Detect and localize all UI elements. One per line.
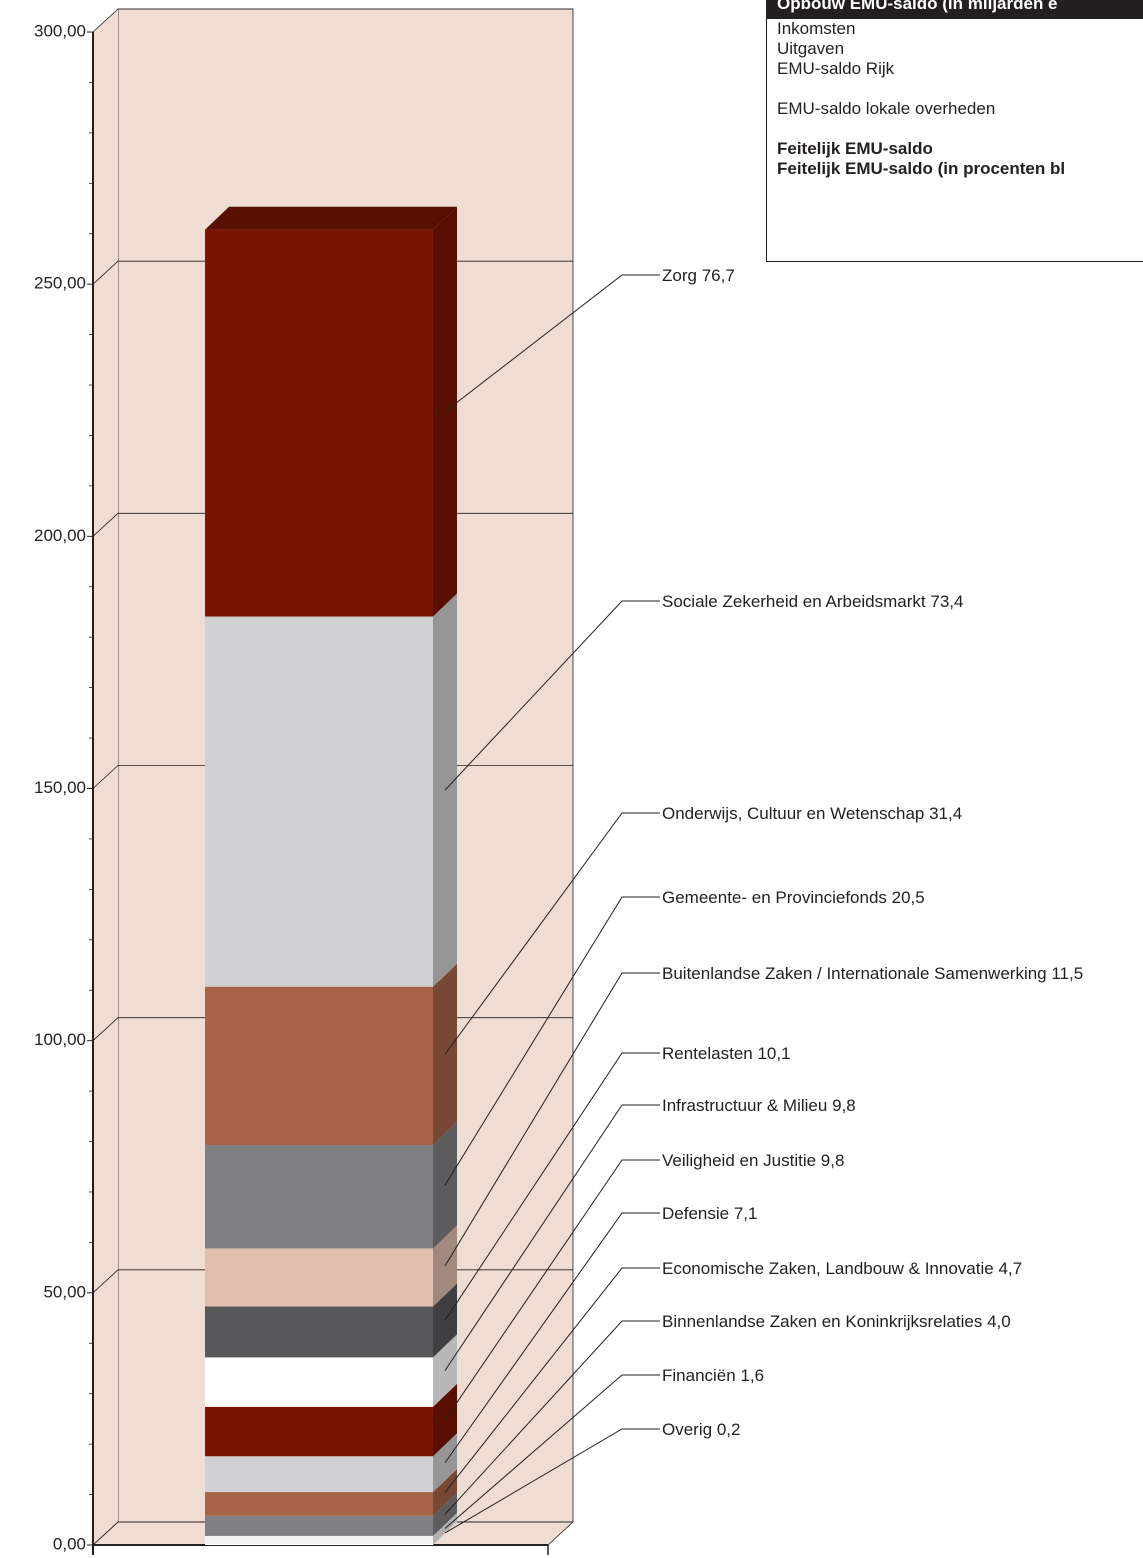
bar-segment — [205, 229, 433, 617]
label-name: Infrastructuur & Milieu — [662, 1096, 828, 1115]
bar-segment — [205, 616, 433, 987]
label-value: 10,1 — [757, 1044, 791, 1063]
leader-line — [444, 1428, 660, 1534]
segment-label: Rentelasten 10,1 — [662, 1043, 1142, 1064]
segment-label: Buitenlandse Zaken / Internationale Same… — [662, 963, 1142, 984]
segment-label: Veiligheid en Justitie 9,8 — [662, 1150, 1142, 1171]
label-name: Veiligheid en Justitie — [662, 1151, 817, 1170]
bar-segment — [205, 1492, 433, 1516]
label-name: Financiën — [662, 1366, 736, 1385]
bar-segment — [205, 1515, 433, 1536]
segment-label: Binnenlandse Zaken en Koninkrijksrelatie… — [662, 1311, 1142, 1332]
y-tick-label: 150,00 — [34, 778, 86, 797]
panel-group: Feitelijk EMU-saldo Feitelijk EMU-saldo (… — [777, 139, 1143, 179]
y-tick-label: 300,00 — [34, 21, 86, 40]
y-tick-label: 50,00 — [43, 1282, 86, 1301]
bar-segment — [205, 1248, 433, 1307]
segment-label: Gemeente- en Provinciefonds 20,5 — [662, 887, 1142, 908]
panel-row: Inkomsten — [777, 19, 856, 38]
bar-segment — [205, 1145, 433, 1249]
label-value: 9,8 — [832, 1096, 856, 1115]
leader-line — [444, 1104, 660, 1371]
panel-group: EMU-saldo lokale overheden — [777, 99, 1143, 119]
bar-top — [205, 206, 457, 230]
panel-title: Opbouw EMU-saldo (in miljarden e — [767, 0, 1143, 19]
label-value: 7,1 — [733, 1204, 758, 1223]
panel-group: Inkomsten Uitgaven EMU-saldo Rijk — [777, 19, 1143, 79]
segment-label: Sociale Zekerheid en Arbeidsmarkt 73,4 — [662, 591, 1142, 612]
segment-label: Onderwijs, Cultuur en Wetenschap 31,4 — [662, 803, 1142, 824]
label-value: 1,6 — [740, 1366, 765, 1385]
bar-segment — [205, 986, 433, 1146]
y-tick-label: 0,00 — [53, 1534, 86, 1553]
leader-line — [444, 600, 660, 791]
label-name: Onderwijs, Cultuur en Wetenschap — [662, 804, 925, 823]
segment-label: Economische Zaken, Landbouw & Innovatie … — [662, 1258, 1142, 1279]
label-value: 4,0 — [987, 1312, 1011, 1331]
panel-row: Feitelijk EMU-saldo (in procenten bl — [777, 159, 1066, 178]
leader-line — [444, 1159, 660, 1421]
leader-line — [444, 274, 660, 413]
label-name: Gemeente- en Provinciefonds — [662, 888, 887, 907]
segment-label: Defensie 7,1 — [662, 1203, 1142, 1224]
segment-label: Financiën 1,6 — [662, 1365, 1142, 1386]
label-name: Zorg — [662, 266, 697, 285]
panel-row: Feitelijk EMU-saldo — [777, 139, 933, 158]
segment-label: Infrastructuur & Milieu 9,8 — [662, 1095, 1142, 1116]
label-value: 73,4 — [930, 592, 964, 611]
panel-row: EMU-saldo Rijk — [777, 59, 895, 78]
leader-line — [444, 1052, 660, 1321]
leader-line — [444, 1374, 660, 1529]
bar-segment — [205, 1306, 433, 1358]
label-value: 31,4 — [929, 804, 963, 823]
label-value: 9,8 — [820, 1151, 845, 1170]
label-value: 4,7 — [998, 1259, 1023, 1278]
label-value: 0,2 — [716, 1420, 741, 1439]
bar-segment — [205, 1543, 433, 1545]
leader-line — [444, 1212, 660, 1463]
segment-label: Zorg 76,7 — [662, 265, 1142, 286]
label-name: Economische Zaken, Landbouw & Innovatie — [662, 1259, 994, 1278]
y-tick-label: 250,00 — [34, 274, 86, 293]
y-tick-label: 200,00 — [34, 526, 86, 545]
bar-segment — [205, 1406, 433, 1457]
leader-line — [444, 1267, 660, 1493]
segment-label: Overig 0,2 — [662, 1419, 1142, 1440]
leader-line — [444, 1320, 660, 1515]
bar-segment — [205, 1456, 433, 1493]
label-value: 20,5 — [891, 888, 925, 907]
label-name: Binnenlandse Zaken en Koninkrijksrelatie… — [662, 1312, 983, 1331]
panel-row: EMU-saldo lokale overheden — [777, 99, 996, 118]
label-name: Overig — [662, 1420, 713, 1439]
label-value: 11,5 — [1051, 964, 1084, 983]
bar-segment — [205, 1535, 433, 1544]
label-name: Sociale Zekerheid en Arbeidsmarkt — [662, 592, 926, 611]
leader-line — [444, 812, 660, 1055]
leader-line — [444, 896, 660, 1186]
bar-segment — [205, 1357, 433, 1407]
grid-line — [92, 8, 573, 33]
label-name: Buitenlandse Zaken / Internationale Same… — [662, 964, 1047, 983]
leader-line — [444, 972, 660, 1267]
label-value: 76,7 — [701, 266, 735, 285]
label-name: Defensie — [662, 1204, 730, 1223]
label-name: Rentelasten — [662, 1044, 753, 1063]
emu-panel: Opbouw EMU-saldo (in miljarden e Inkomst… — [766, 0, 1143, 262]
panel-row: Uitgaven — [777, 39, 845, 58]
y-tick-label: 100,00 — [34, 1030, 86, 1049]
